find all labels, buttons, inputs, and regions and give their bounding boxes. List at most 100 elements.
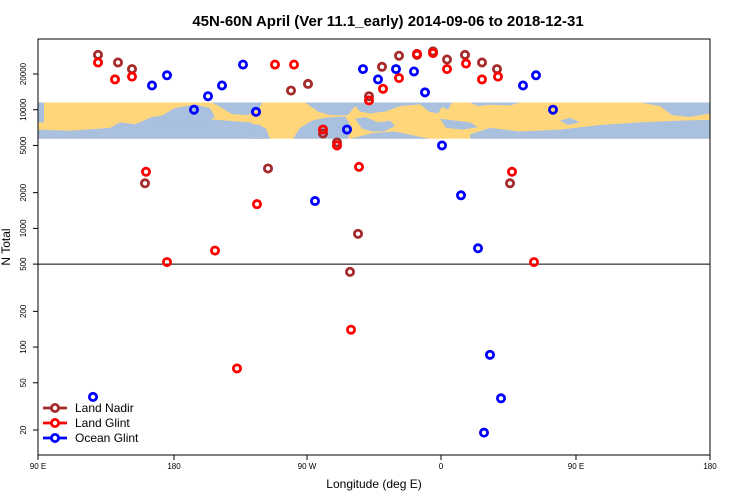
point-land-nadir <box>459 49 470 60</box>
point-land-nadir <box>344 266 355 277</box>
point-land-glint <box>231 363 242 374</box>
x-tick-label: 90 W <box>298 462 317 471</box>
point-land-glint <box>377 83 388 94</box>
point-ocean-glint <box>188 104 199 115</box>
point-ocean-glint <box>372 74 383 85</box>
map-ocean-region <box>38 115 268 139</box>
point-land-glint <box>251 199 262 210</box>
plot-frame <box>37 38 711 456</box>
legend-label: Ocean Glint <box>75 431 139 445</box>
point-ocean-glint <box>408 66 419 77</box>
point-land-glint <box>492 71 503 82</box>
point-ocean-glint <box>495 393 506 404</box>
x-tick-label: 180 <box>703 462 717 471</box>
point-ocean-glint <box>216 80 227 91</box>
y-tick-label: 100 <box>19 340 28 354</box>
map-ocean-region <box>305 102 368 116</box>
x-tick-label: 90 E <box>30 462 46 471</box>
point-ocean-glint <box>357 64 368 75</box>
point-ocean-glint <box>237 59 248 70</box>
point-ocean-glint <box>341 124 352 135</box>
point-ocean-glint <box>478 427 489 438</box>
point-ocean-glint <box>518 80 529 91</box>
point-land-glint <box>93 57 104 68</box>
map-ocean-region <box>212 102 262 116</box>
y-tick-label: 20 <box>19 425 28 434</box>
point-land-nadir <box>317 128 328 139</box>
y-tick-label: 500 <box>19 257 28 271</box>
y-tick-label: 200 <box>19 304 28 318</box>
map-ocean-region <box>248 124 270 139</box>
point-ocean-glint <box>472 243 483 254</box>
y-axis-title: N Total <box>0 228 13 265</box>
point-land-nadir <box>352 228 363 239</box>
y-tick-label: 1000 <box>19 219 28 237</box>
point-ocean-glint <box>531 70 542 81</box>
point-land-nadir <box>262 163 273 174</box>
point-land-glint <box>460 58 471 69</box>
point-land-glint <box>269 59 280 70</box>
point-land-glint <box>161 257 172 268</box>
map-ocean-region <box>640 102 710 117</box>
chart-title: 45N-60N April (Ver 11.1_early) 2014-09-0… <box>192 13 583 30</box>
map-ocean-region <box>470 119 710 139</box>
point-land-glint <box>363 95 374 106</box>
point-ocean-glint <box>309 196 320 207</box>
map-ocean-region <box>440 118 478 130</box>
x-tick-label: 0 <box>439 462 444 471</box>
map-ocean-region <box>324 118 348 127</box>
legend-marker <box>50 432 61 443</box>
point-ocean-glint <box>436 140 447 151</box>
legend-marker <box>50 402 61 413</box>
point-land-glint <box>110 74 121 85</box>
y-axis: 20 50 100 200 500 1000 2000 5000 10000 20000 <box>19 62 38 434</box>
point-land-glint <box>126 71 137 82</box>
x-tick-label: 180 <box>167 462 181 471</box>
x-axis-title: Longitude (deg E) <box>326 477 421 491</box>
map-ocean-region <box>560 117 580 125</box>
point-land-glint <box>441 64 452 75</box>
point-land-nadir <box>476 57 487 68</box>
y-tick-label: 2000 <box>19 183 28 201</box>
legend-marker <box>50 417 61 428</box>
point-land-glint <box>529 257 540 268</box>
point-ocean-glint <box>161 70 172 81</box>
map-ocean-region <box>350 131 430 139</box>
point-land-nadir <box>441 54 452 65</box>
point-land-glint <box>353 161 364 172</box>
point-land-nadir <box>504 178 515 189</box>
point-land-glint <box>506 166 517 177</box>
point-ocean-glint <box>419 87 430 98</box>
point-land-nadir <box>363 91 374 102</box>
point-ocean-glint <box>202 91 213 102</box>
point-land-nadir <box>302 78 313 89</box>
point-land-nadir <box>139 178 150 189</box>
point-land-glint <box>140 166 151 177</box>
point-ocean-glint <box>250 106 261 117</box>
map-ocean-region <box>38 102 44 123</box>
y-tick-label: 10000 <box>19 98 28 121</box>
y-tick-label: 50 <box>19 378 28 387</box>
x-tick-label: 90 E <box>568 462 584 471</box>
point-land-glint <box>209 245 220 256</box>
point-land-nadir <box>113 57 124 68</box>
y-tick-label: 20000 <box>19 62 28 85</box>
point-land-glint <box>393 73 404 84</box>
map-ocean-region <box>355 116 395 132</box>
map-ocean-region <box>352 102 452 114</box>
point-land-nadir <box>376 61 387 72</box>
point-ocean-glint <box>548 104 559 115</box>
point-ocean-glint <box>146 80 157 91</box>
world-map-band <box>38 102 710 139</box>
x-axis: 90 E 180 90 W 0 90 E 180 <box>30 455 717 471</box>
point-land-glint <box>317 124 328 135</box>
point-land-nadir <box>393 50 404 61</box>
point-land-glint <box>476 74 487 85</box>
point-land-glint <box>345 324 356 335</box>
point-land-nadir <box>285 85 296 96</box>
data-points <box>88 46 559 438</box>
point-land-glint <box>411 48 422 59</box>
point-ocean-glint <box>484 349 495 360</box>
